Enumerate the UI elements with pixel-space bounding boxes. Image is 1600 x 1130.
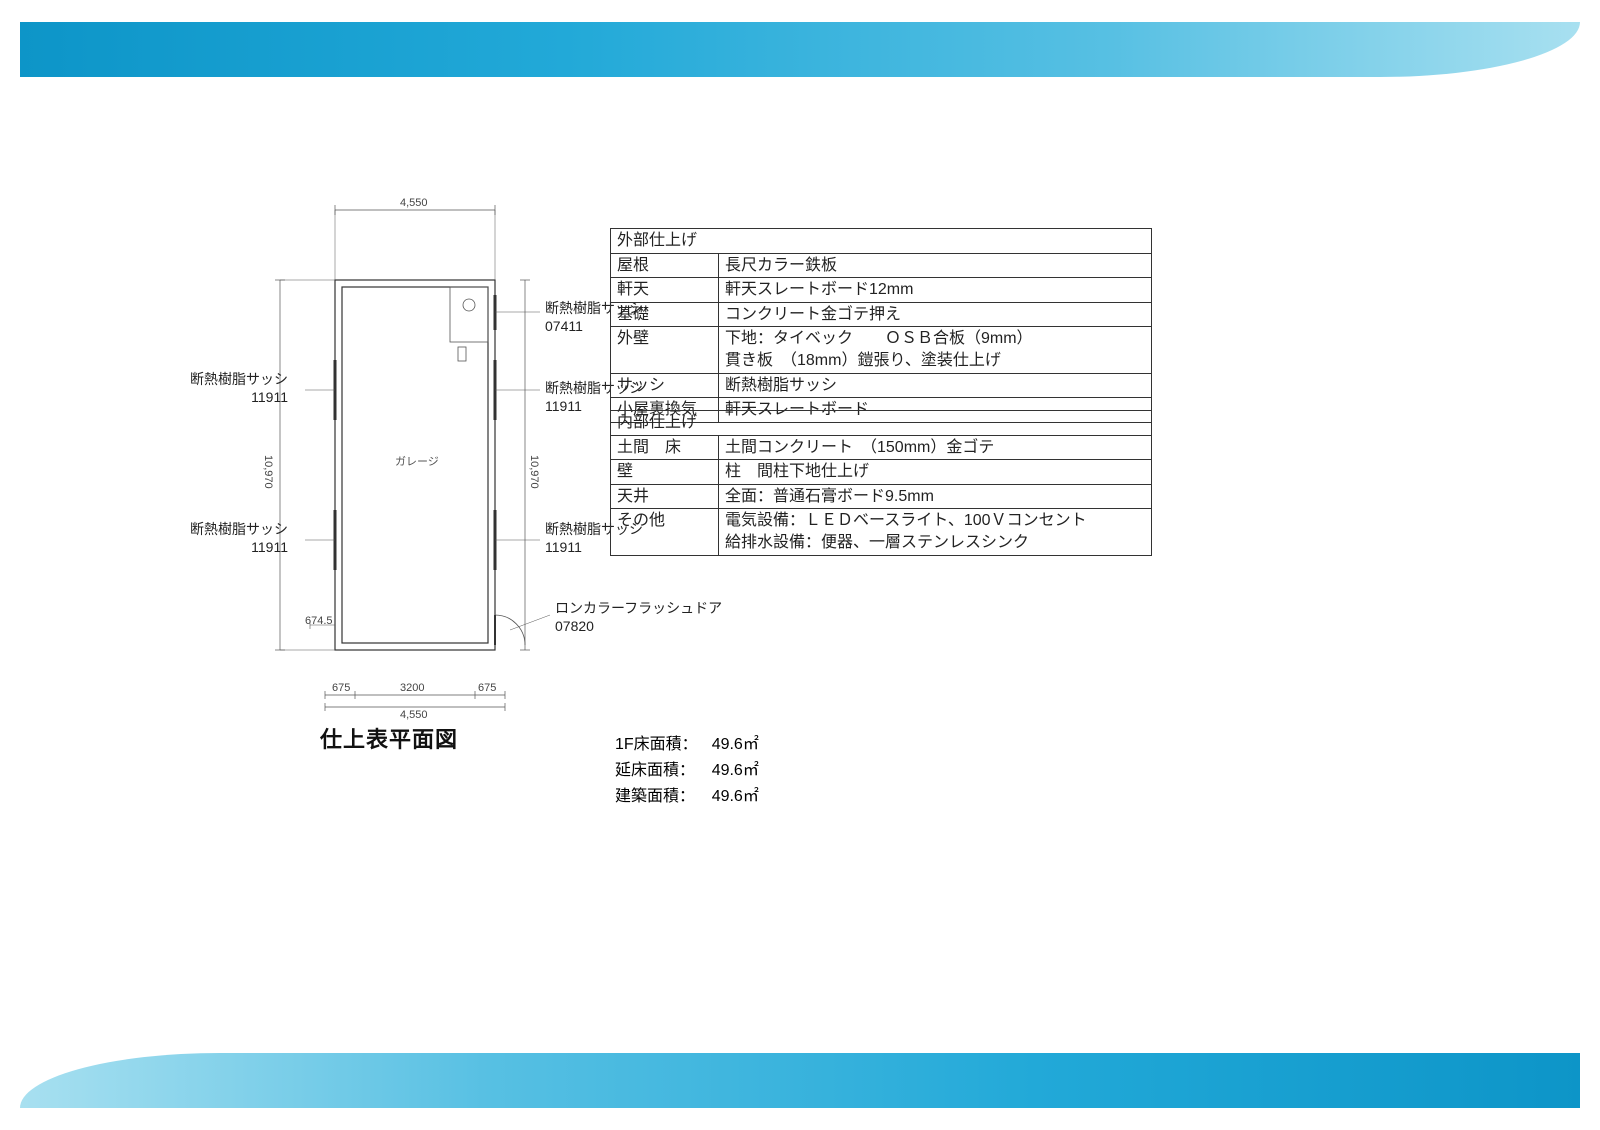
row-value: 49.6㎡ [712,730,773,756]
row-value: 長尺カラー鉄板 [719,253,1152,278]
table-row: 壁柱 間柱下地仕上げ [611,460,1152,485]
table-row: 建築面積：49.6㎡ [615,782,773,808]
row-value: 軒天スレートボード12mm [719,278,1152,303]
table-row: 屋根長尺カラー鉄板 [611,253,1152,278]
callout-code: 11911 [545,539,582,555]
row-label: 軒天 [611,278,719,303]
row-value: コンクリート金ゴテ押え [719,302,1152,327]
row-value: 電気設備：ＬＥＤベースライト、100Ｖコンセント 給排水設備：便器、一層ステンレ… [719,509,1152,555]
floor-plan: 4,550 10,970 10,970 674.5 675 3200 675 4… [250,195,610,755]
row-label: 1F床面積： [615,730,712,756]
callout-text: 断熱樹脂サッシ [190,371,288,387]
callout-code: 11911 [251,539,288,555]
row-label: 天井 [611,484,719,509]
row-value: 断熱樹脂サッシ [719,373,1152,398]
table-row: 外壁下地：タイベック ＯＳＢ合板（9mm） 貫き板 （18mm）鎧張り、塗装仕上… [611,327,1152,373]
row-label: 延床面積： [615,756,712,782]
dim-left: 10,970 [262,455,274,489]
page-content: 4,550 10,970 10,970 674.5 675 3200 675 4… [0,0,1600,1130]
table-row: 軒天軒天スレートボード12mm [611,278,1152,303]
table-row: サッシ断熱樹脂サッシ [611,373,1152,398]
row-label: 壁 [611,460,719,485]
dim-fb: 3200 [400,682,424,694]
row-label: 建築面積： [615,782,712,808]
dim-right: 10,970 [528,455,540,489]
row-label: 土間 床 [611,435,719,460]
table-header: 外部仕上げ [611,229,1152,254]
table-body: 土間 床土間コンクリート （150mm）金ゴテ壁柱 間柱下地仕上げ天井全面：普通… [611,435,1152,555]
table-header: 内部仕上げ [611,411,1152,436]
dim-fa: 675 [332,682,350,694]
interior-spec-table: 内部仕上げ 土間 床土間コンクリート （150mm）金ゴテ壁柱 間柱下地仕上げ天… [610,410,1152,556]
table-row: 土間 床土間コンクリート （150mm）金ゴテ [611,435,1152,460]
row-label: 屋根 [611,253,719,278]
callout-left-upper: 断熱樹脂サッシ 11911 [190,371,288,406]
area-table: 1F床面積：49.6㎡延床面積：49.6㎡建築面積：49.6㎡ [615,730,773,808]
table-row: 天井全面：普通石膏ボード9.5mm [611,484,1152,509]
floor-plan-svg [250,195,610,755]
callout-left-lower: 断熱樹脂サッシ 11911 [190,521,288,556]
exterior-spec-table: 外部仕上げ 屋根長尺カラー鉄板軒天軒天スレートボード12mm基礎コンクリート金ゴ… [610,228,1152,423]
row-value: 下地：タイベック ＯＳＢ合板（9mm） 貫き板 （18mm）鎧張り、塗装仕上げ [719,327,1152,373]
table-row: 基礎コンクリート金ゴテ押え [611,302,1152,327]
row-value: 柱 間柱下地仕上げ [719,460,1152,485]
row-value: 49.6㎡ [712,782,773,808]
row-label: サッシ [611,373,719,398]
area-body: 1F床面積：49.6㎡延床面積：49.6㎡建築面積：49.6㎡ [615,730,773,808]
row-label: 外壁 [611,327,719,373]
table-row: 延床面積：49.6㎡ [615,756,773,782]
row-label: その他 [611,509,719,555]
table-row: その他電気設備：ＬＥＤベースライト、100Ｖコンセント 給排水設備：便器、一層ス… [611,509,1152,555]
table-body: 屋根長尺カラー鉄板軒天軒天スレートボード12mm基礎コンクリート金ゴテ押え外壁下… [611,253,1152,422]
dim-bottom-small: 674.5 [305,615,333,627]
dim-top: 4,550 [400,197,428,209]
row-value: 49.6㎡ [712,756,773,782]
row-label: 基礎 [611,302,719,327]
callout-code: 07411 [545,318,583,334]
callout-code: 07820 [555,618,594,634]
callout-text: ロンカラーフラッシュドア [555,600,722,616]
dim-ftotal: 4,550 [400,709,428,721]
row-value: 全面：普通石膏ボード9.5mm [719,484,1152,509]
dim-fc: 675 [478,682,496,694]
callout-right-4: ロンカラーフラッシュドア 07820 [555,600,722,635]
plan-title: 仕上表平面図 [320,722,458,754]
callout-code: 11911 [251,389,288,405]
callout-code: 11911 [545,398,582,414]
callout-text: 断熱樹脂サッシ [190,521,288,537]
table-row: 1F床面積：49.6㎡ [615,730,773,756]
room-label: ガレージ [395,453,439,469]
row-value: 土間コンクリート （150mm）金ゴテ [719,435,1152,460]
